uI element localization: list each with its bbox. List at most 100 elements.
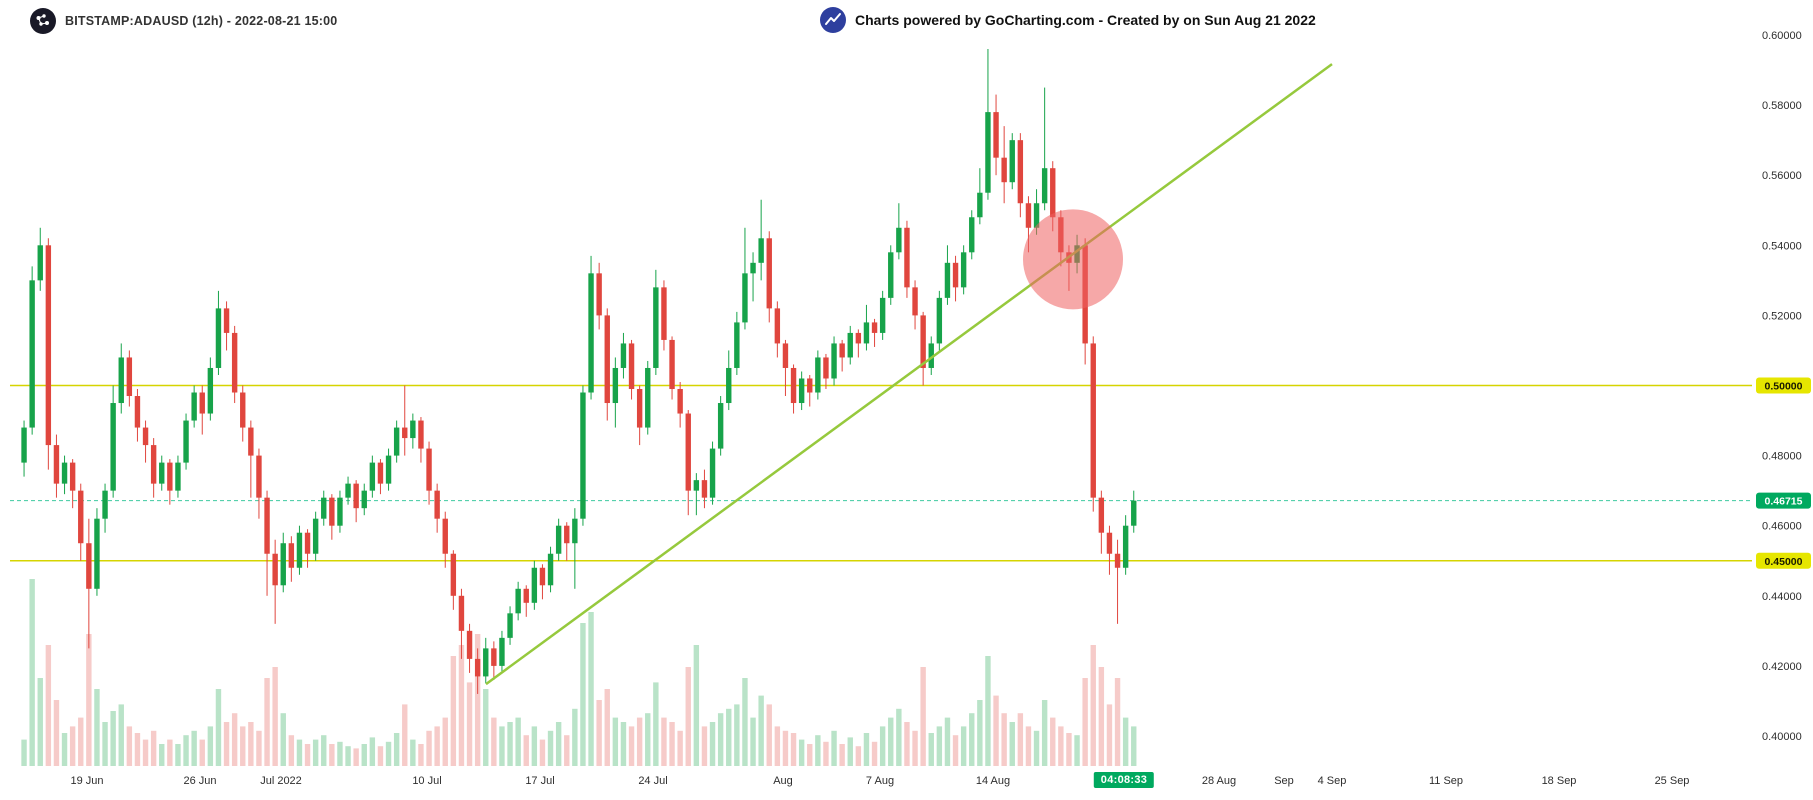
volume-bar (231, 713, 238, 766)
candle (304, 529, 311, 568)
candle (701, 469, 708, 509)
trendline-annotation[interactable] (485, 63, 1333, 686)
time-axis-label: 24 Jul (638, 775, 667, 787)
candle (86, 518, 92, 649)
price-axis-label: 0.44000 (1762, 591, 1802, 603)
volume-bar (474, 634, 481, 766)
volume-bar (167, 739, 173, 766)
candle (920, 311, 926, 386)
volume-bar (928, 733, 934, 766)
volume-bar (507, 722, 513, 766)
volume-bar (1009, 722, 1015, 766)
volume-bar (418, 744, 424, 766)
volume-bar (871, 741, 878, 766)
volume-bar (677, 730, 683, 766)
volume-bar (1114, 678, 1121, 766)
volume-bar (669, 722, 675, 766)
chart-line-icon (820, 7, 846, 33)
candle (1017, 133, 1024, 218)
volume-bar (304, 744, 311, 766)
candle-body (693, 480, 700, 491)
gocharting-logo[interactable] (30, 8, 56, 34)
candle-body (361, 490, 367, 509)
candle (742, 227, 748, 330)
volume-bar (248, 722, 254, 766)
volume-bar (904, 722, 910, 766)
volume-bar (831, 730, 837, 766)
candle-body (321, 497, 327, 519)
candle-body (847, 332, 853, 358)
volume-bar (434, 726, 440, 766)
candle (774, 301, 781, 358)
volume-series (21, 579, 1137, 766)
candle-body (1001, 157, 1007, 183)
candle (855, 329, 862, 358)
volume-bar (426, 730, 432, 766)
candle (223, 301, 230, 351)
candle (831, 336, 837, 386)
volume-bar (823, 741, 829, 766)
candle (839, 339, 845, 372)
candle-body (385, 455, 392, 484)
candle (418, 417, 424, 463)
volume-bar (466, 682, 473, 766)
volume-bar (256, 730, 262, 766)
candle-body (807, 378, 813, 393)
candle (685, 410, 691, 516)
candle (29, 266, 35, 435)
time-axis-label: 18 Sep (1542, 775, 1577, 787)
candle (53, 434, 60, 498)
candle (531, 560, 538, 610)
price-axis-label: 0.42000 (1762, 661, 1802, 673)
time-axis-label: 19 Jun (70, 775, 103, 787)
candle-body (134, 396, 141, 428)
candle (434, 483, 440, 533)
candle-body (507, 613, 513, 638)
price-axis-label: 0.60000 (1762, 30, 1802, 42)
gocharting-watermark-link[interactable]: Charts powered by GoCharting.com - Creat… (820, 7, 1316, 33)
candle-body (69, 462, 76, 491)
candle (790, 364, 797, 414)
candle (134, 389, 141, 442)
candle-body (215, 308, 222, 368)
candle (960, 245, 967, 295)
volume-bar (458, 645, 465, 766)
candle-body (815, 357, 821, 393)
time-axis-label: 11 Sep (1429, 775, 1463, 787)
volume-bar (807, 744, 813, 766)
time-axis[interactable]: 19 Jun 26 Jun Jul 2022 10 Jul 17 Jul 24 Jul Au… (70, 775, 1689, 787)
candle (1122, 515, 1129, 575)
highlight-circle-annotation[interactable] (1023, 209, 1123, 310)
price-axis[interactable]: 0.60000 0.58000 0.56000 0.54000 0.52000 0.480… (1756, 30, 1811, 743)
volume-bar (142, 739, 149, 766)
candle (750, 252, 756, 302)
volume-bar (742, 678, 748, 766)
volume-bar (855, 746, 862, 766)
volume-bar (1074, 735, 1080, 766)
volume-bar (766, 704, 772, 766)
candle-body (1106, 532, 1113, 554)
volume-bar (726, 708, 732, 766)
volume-bar (175, 744, 181, 766)
time-axis-label: 25 Sep (1655, 775, 1690, 787)
candle (353, 480, 359, 523)
candle (78, 483, 84, 561)
volume-bar (734, 704, 740, 766)
volume-bar (1082, 678, 1088, 766)
candle (815, 350, 821, 400)
time-axis-label: 10 Jul (412, 775, 441, 787)
volume-bar (321, 735, 327, 766)
symbol-title: BITSTAMP:ADAUSD (12h) - 2022-08-21 15:00 (65, 14, 338, 28)
volume-bar (1122, 717, 1129, 766)
candle (726, 350, 732, 411)
candle (369, 455, 376, 498)
volume-bar (564, 735, 570, 766)
candle-body (596, 273, 602, 316)
volume-bar (993, 695, 999, 766)
candle-body (393, 427, 400, 456)
level-price-badge: 0.45000 (1756, 552, 1811, 569)
candle (782, 339, 789, 397)
volume-bar (385, 741, 392, 766)
candle (888, 245, 894, 305)
